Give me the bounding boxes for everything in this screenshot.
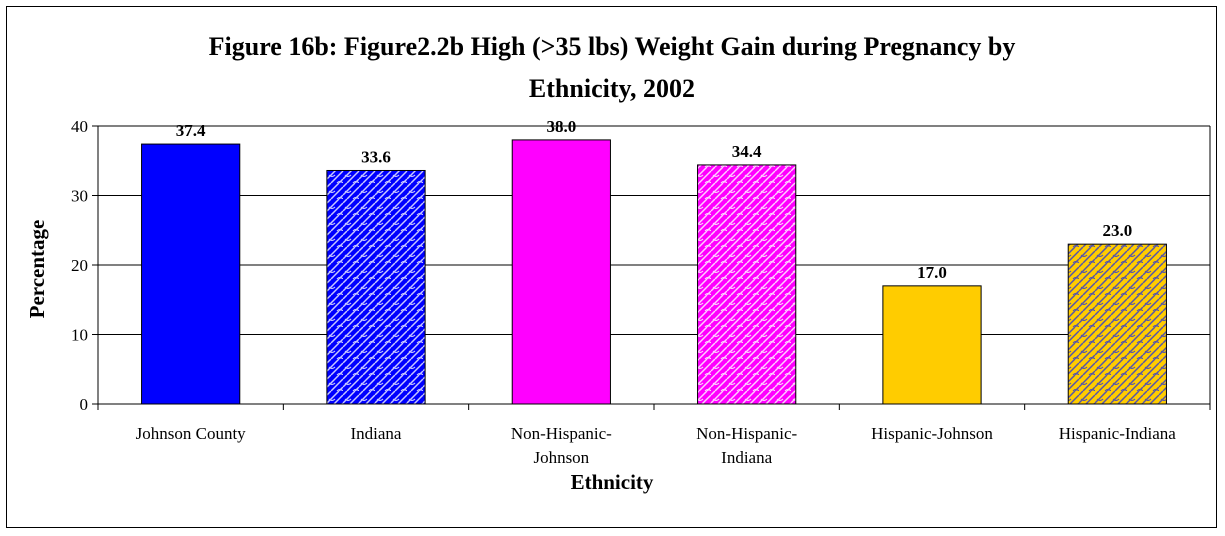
data-label: 17.0 bbox=[917, 263, 947, 282]
bar-johnson-county bbox=[141, 143, 241, 405]
x-tick-label: Hispanic-Johnson bbox=[871, 424, 993, 443]
y-tick-label: 0 bbox=[80, 395, 89, 414]
data-label: 34.4 bbox=[732, 142, 762, 161]
bar-indiana bbox=[326, 169, 426, 405]
x-tick-label: Non-Hispanic- bbox=[511, 424, 612, 443]
bar-non-hispanic-johnson bbox=[511, 139, 611, 405]
bar-hispanic-johnson bbox=[882, 285, 982, 405]
x-axis-label: Ethnicity bbox=[571, 470, 654, 494]
x-tick-label: Indiana bbox=[721, 448, 772, 467]
x-tick-label: Johnson bbox=[533, 448, 589, 467]
y-axis-label: Percentage bbox=[25, 220, 49, 319]
data-label: 33.6 bbox=[361, 147, 391, 166]
y-axis: 0 10 20 30 40 bbox=[71, 117, 99, 414]
bars bbox=[141, 139, 1167, 405]
bar-hispanic-indiana bbox=[1067, 243, 1167, 405]
chart-frame: Figure 16b: Figure2.2b High (>35 lbs) We… bbox=[6, 6, 1217, 528]
y-tick-label: 20 bbox=[71, 256, 88, 275]
chart-title-line-1: Figure 16b: Figure2.2b High (>35 lbs) We… bbox=[209, 32, 1016, 61]
x-tick-label: Johnson County bbox=[136, 424, 247, 443]
x-axis: Johnson County Indiana Non-Hispanic- Johnso… bbox=[97, 403, 1211, 467]
x-tick-label: Indiana bbox=[351, 424, 402, 443]
x-tick-label: Hispanic-Indiana bbox=[1059, 424, 1177, 443]
bar-non-hispanic-indiana bbox=[697, 164, 797, 405]
data-label: 23.0 bbox=[1102, 221, 1132, 240]
bar-chart: Figure 16b: Figure2.2b High (>35 lbs) We… bbox=[25, 32, 1211, 494]
y-tick-label: 40 bbox=[71, 117, 88, 136]
data-label: 37.4 bbox=[176, 121, 206, 140]
y-tick-label: 30 bbox=[71, 187, 88, 206]
data-labels: 37.4 33.6 38.0 34.4 17.0 23.0 bbox=[176, 117, 1132, 282]
chart-title-line-2: Ethnicity, 2002 bbox=[529, 74, 695, 103]
x-tick-label: Non-Hispanic- bbox=[696, 424, 797, 443]
grid-lines bbox=[98, 125, 1211, 404]
data-label: 38.0 bbox=[546, 117, 576, 136]
y-tick-label: 10 bbox=[71, 326, 88, 345]
